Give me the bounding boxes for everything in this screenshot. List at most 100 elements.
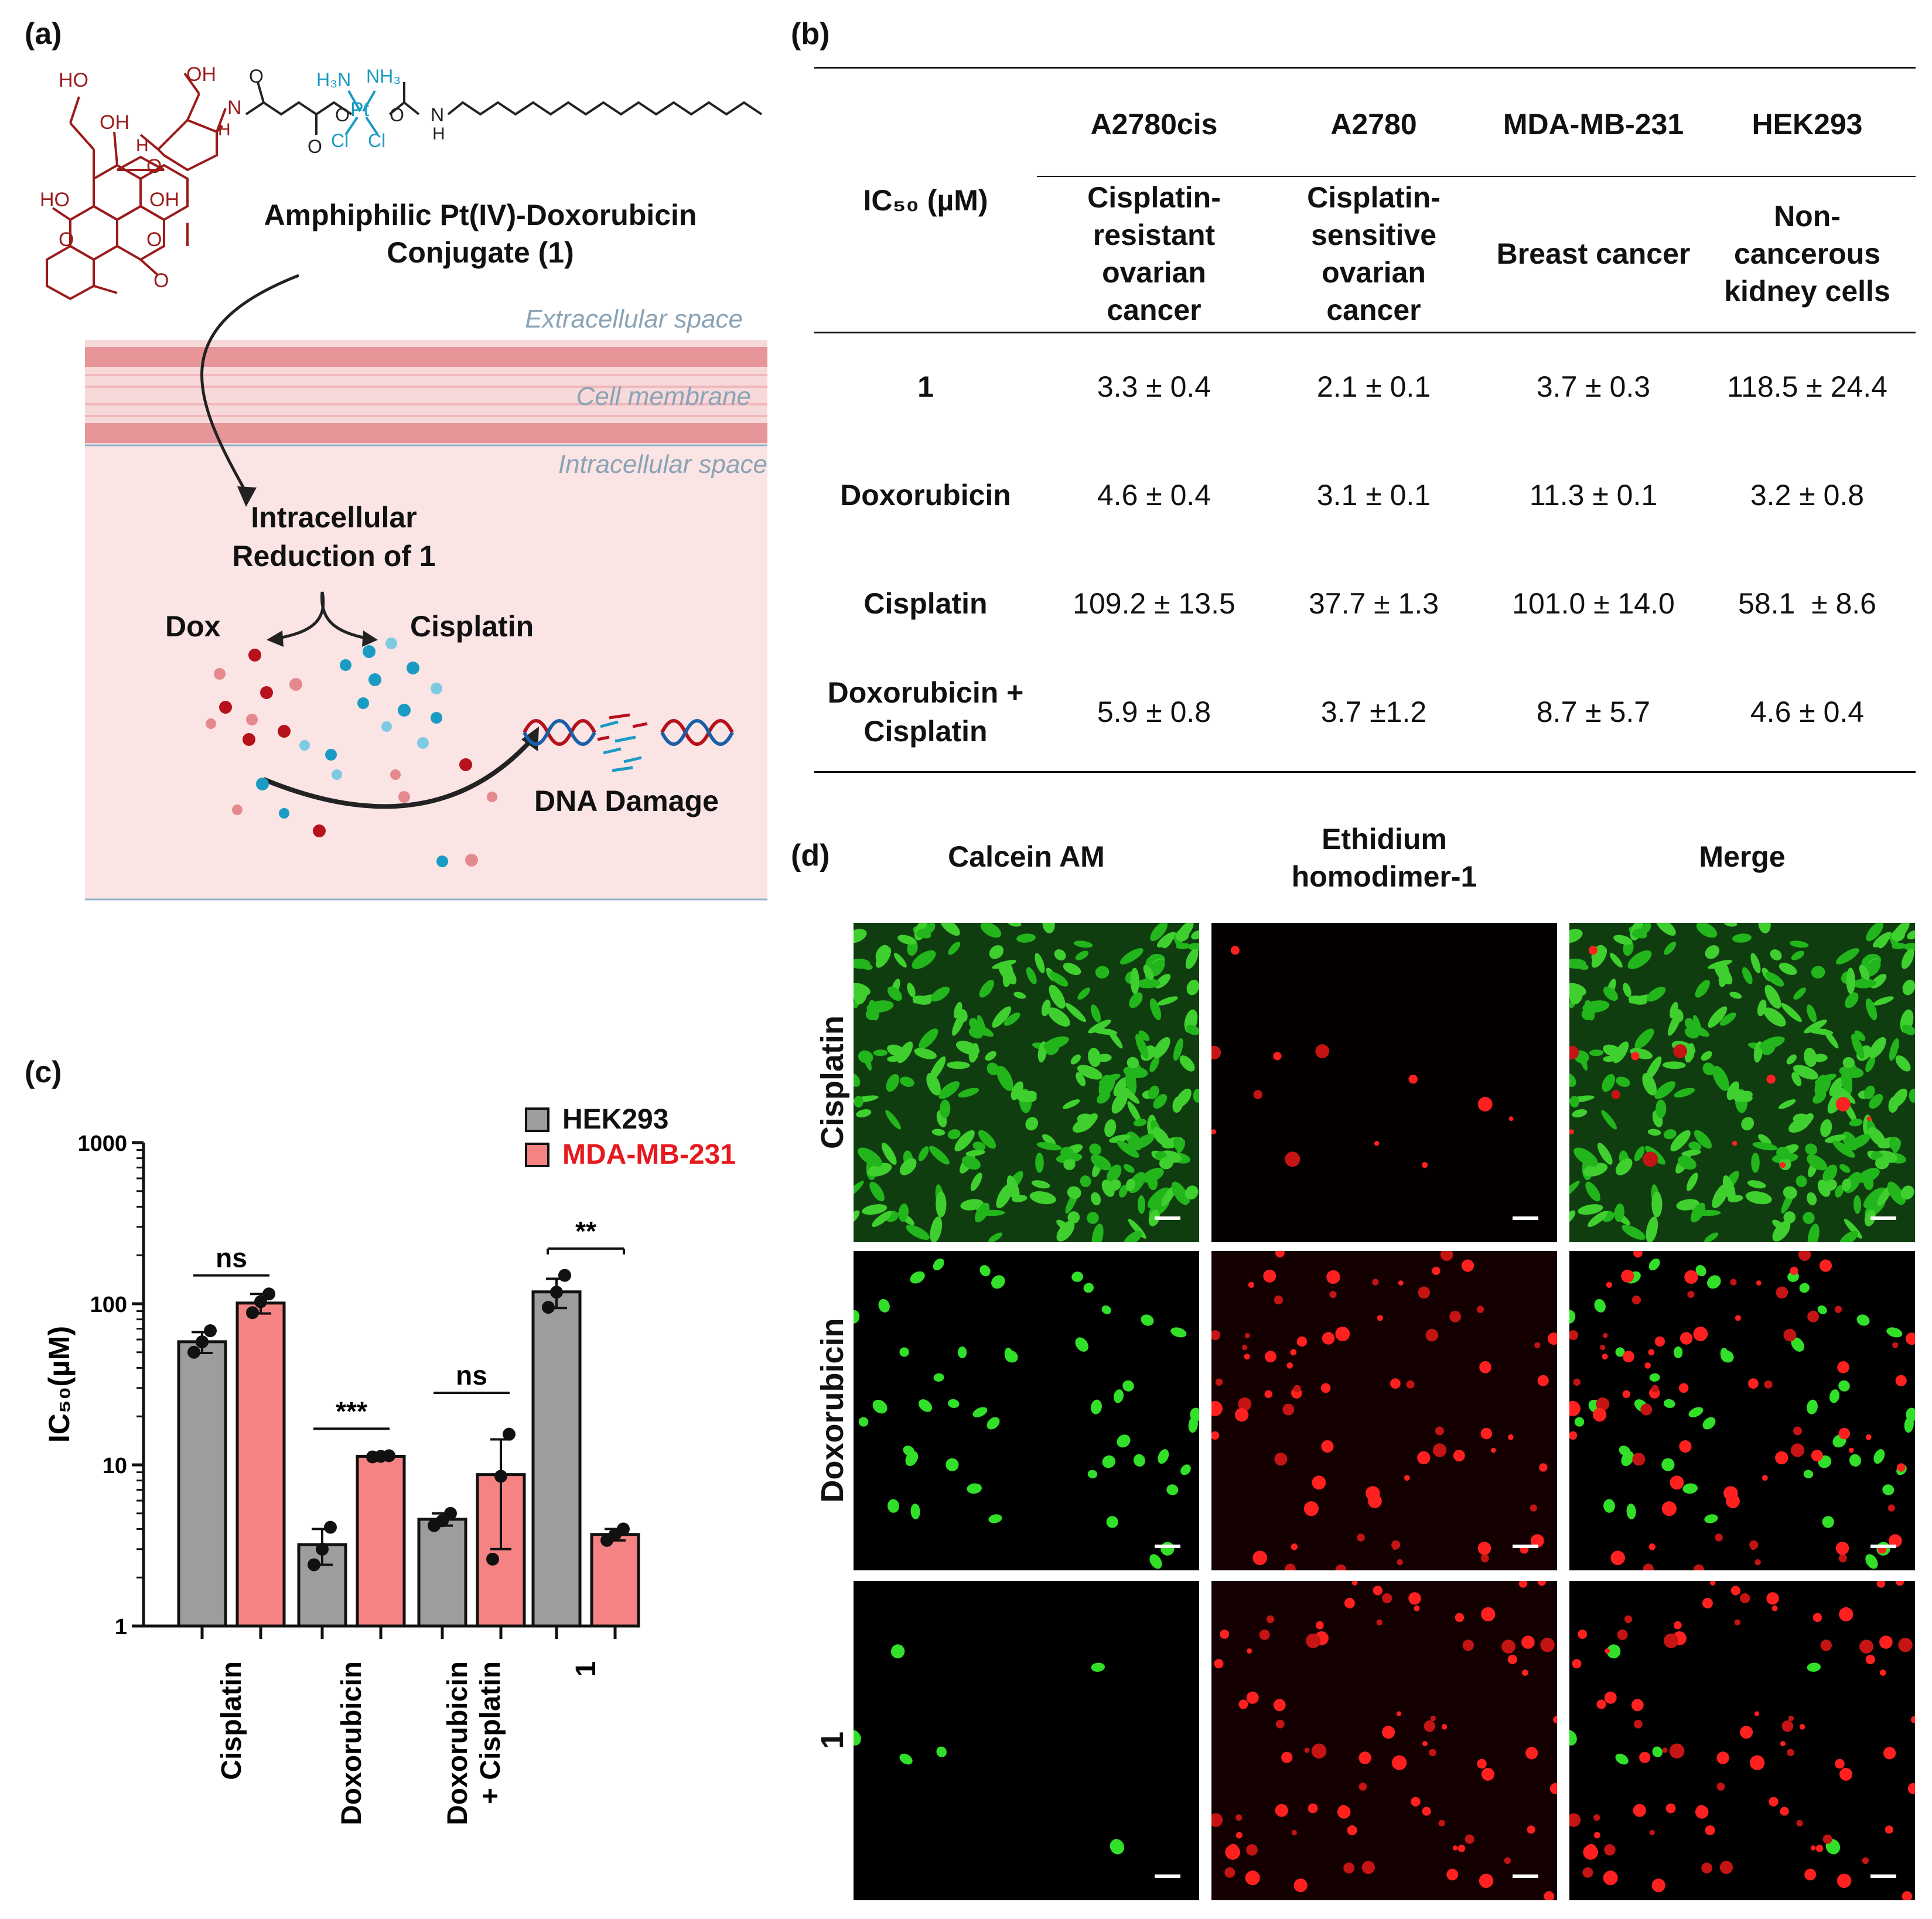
fluorescence-cells bbox=[1569, 923, 1915, 1242]
atom-label: OH bbox=[186, 63, 216, 86]
data-point bbox=[187, 1345, 200, 1359]
x-category-label-line: Doxorubicin bbox=[442, 1661, 473, 1825]
atom-label: O bbox=[146, 155, 162, 178]
schematic-graphics bbox=[46, 72, 767, 901]
table-cell: 118.5 ± 24.4 bbox=[1727, 370, 1887, 403]
scale-bar bbox=[1513, 1874, 1538, 1878]
legend-label: HEK293 bbox=[562, 1104, 668, 1135]
table-cell: 37.7 ± 1.3 bbox=[1308, 587, 1439, 620]
dox-particles bbox=[206, 649, 497, 867]
entry-arrow bbox=[200, 274, 299, 493]
data-point bbox=[196, 1335, 209, 1349]
scale-bar bbox=[1870, 1216, 1896, 1220]
conjugate-title-line: Amphiphilic Pt(IV)-Doxorubicin bbox=[264, 199, 697, 231]
fluorescence-cells bbox=[1211, 1251, 1557, 1570]
atom-label: O bbox=[249, 66, 264, 87]
legend-swatch bbox=[525, 1107, 549, 1132]
atom-label: OH bbox=[100, 111, 129, 134]
atom-label: O bbox=[308, 136, 322, 157]
x-category-label: Doxorubicin bbox=[336, 1661, 367, 1825]
micrograph-column-label: Calcein AM bbox=[854, 838, 1199, 875]
platinum-center bbox=[344, 90, 379, 136]
fluorescence-cells bbox=[1569, 1581, 1915, 1900]
fluorescence-cells bbox=[854, 923, 1199, 1242]
micrograph-column-label-line: Calcein AM bbox=[948, 840, 1105, 873]
x-category-label-line: 1 bbox=[571, 1661, 602, 1677]
micrograph-image bbox=[1211, 923, 1557, 1242]
atom-label: Cl bbox=[331, 130, 349, 151]
x-category-label-line: Doxorubicin bbox=[336, 1661, 367, 1825]
data-point bbox=[444, 1506, 457, 1520]
table-top-rule bbox=[814, 67, 1916, 69]
atom-label: HO bbox=[59, 69, 88, 91]
micrograph-row-label: Doxorubicin bbox=[815, 1318, 850, 1503]
table-cell: 3.7 ±1.2 bbox=[1320, 696, 1427, 728]
y-tick-label: 10 bbox=[103, 1454, 127, 1478]
table-column-description: Cisplatin-resistant ovarian cancer bbox=[1049, 179, 1259, 329]
dna-helix-icon bbox=[523, 713, 734, 772]
cell-membrane bbox=[85, 340, 767, 446]
reduction-label: Intracellular Reduction of 1 bbox=[211, 498, 457, 575]
linker-structure bbox=[245, 81, 763, 135]
significance-label: ** bbox=[575, 1216, 596, 1246]
micrograph-image bbox=[1569, 923, 1915, 1242]
table-column-description-line: Breast cancer bbox=[1496, 237, 1691, 270]
table-cell: 2.1 ± 0.1 bbox=[1316, 370, 1431, 403]
reduction-label-line: Intracellular bbox=[251, 501, 417, 534]
atom-label: O bbox=[59, 229, 74, 251]
table-cell: 3.7 ± 0.3 bbox=[1536, 370, 1651, 403]
membrane-label: Cell membrane bbox=[576, 382, 751, 411]
scale-bar bbox=[1155, 1545, 1180, 1548]
legend-swatch bbox=[525, 1143, 549, 1167]
bar bbox=[235, 1301, 286, 1628]
table-cell: 3.1 ± 0.1 bbox=[1316, 479, 1431, 512]
table-row-label-line: Doxorubicin bbox=[840, 479, 1011, 512]
micrograph-row-label: 1 bbox=[815, 1731, 850, 1750]
atom-label: N bbox=[227, 97, 242, 119]
data-point bbox=[246, 1306, 259, 1320]
bar bbox=[531, 1290, 582, 1628]
atom-label: O bbox=[146, 229, 162, 251]
table-column-name: A2780cis bbox=[1090, 108, 1218, 141]
micrograph-row-label: Cisplatin bbox=[815, 1015, 850, 1150]
micrograph-image bbox=[854, 923, 1199, 1242]
table-cell: 4.6 ± 0.4 bbox=[1750, 696, 1865, 728]
fluorescence-cells bbox=[1211, 1581, 1557, 1900]
table-column-name: A2780 bbox=[1330, 108, 1417, 141]
data-point bbox=[254, 1295, 267, 1308]
bar bbox=[417, 1518, 467, 1628]
bar bbox=[177, 1340, 227, 1628]
damage-arrow bbox=[262, 739, 532, 809]
table-column-description: Cisplatin-sensitive ovarian cancer bbox=[1268, 179, 1479, 329]
y-axis-label: IC₅₀(µM) bbox=[43, 1326, 76, 1443]
table-column-description-line: cancer bbox=[1326, 294, 1421, 326]
micrograph-image bbox=[1569, 1581, 1915, 1900]
table-row-label-line: Cisplatin bbox=[863, 715, 988, 748]
table-column-description-line: sensitive bbox=[1310, 219, 1436, 251]
table-bottom-rule bbox=[814, 771, 1916, 773]
significance-label: *** bbox=[336, 1396, 367, 1426]
table-column-description-line: resistant bbox=[1093, 219, 1216, 251]
table-column-name: HEK293 bbox=[1752, 108, 1863, 141]
data-point bbox=[204, 1324, 217, 1338]
fluorescence-cells bbox=[854, 1251, 1199, 1570]
atom-label: NH₃ bbox=[366, 66, 401, 87]
table-row-label: Doxorubicin bbox=[814, 476, 1037, 514]
ic50-bar-chart: 1 10 100 1000 IC₅₀(µM) ns Cisplatin *** Doxorubi… bbox=[43, 1104, 736, 1825]
table-cell: 8.7 ± 5.7 bbox=[1536, 696, 1651, 728]
table-column-description-line: cancerous bbox=[1733, 237, 1881, 270]
table-column-description-line: ovarian bbox=[1102, 256, 1206, 289]
micrograph-image bbox=[854, 1251, 1199, 1570]
dna-damage-label: DNA Damage bbox=[534, 785, 719, 817]
fluorescence-cells bbox=[1569, 1251, 1915, 1570]
table-row-label: 1 bbox=[814, 367, 1037, 406]
table-column-description-line: Cisplatin- bbox=[1307, 181, 1441, 214]
panel-b-ic50-table: IC₅₀ (µM) A2780cis Cisplatin-resistant ova… bbox=[814, 59, 1921, 779]
significance-label: ns bbox=[216, 1243, 247, 1273]
table-cell: 58.1 ± 8.6 bbox=[1738, 587, 1876, 620]
atom-label: HO bbox=[40, 189, 70, 211]
x-category-label-line: + Cisplatin bbox=[475, 1661, 506, 1804]
micrograph-column-label-line: Merge bbox=[1699, 840, 1786, 873]
atom-label: H bbox=[136, 136, 149, 155]
data-point bbox=[558, 1269, 571, 1282]
